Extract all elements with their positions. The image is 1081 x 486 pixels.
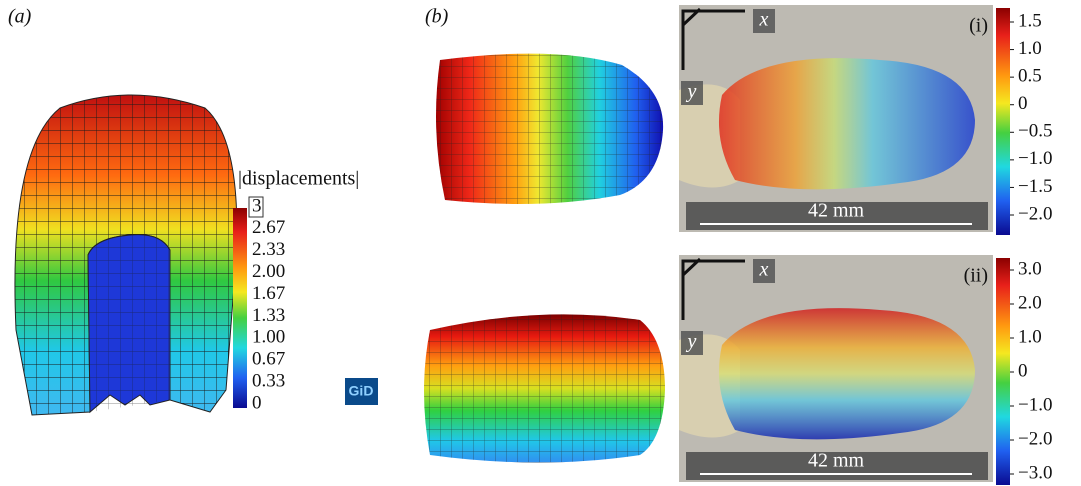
logo: GiD [349, 383, 374, 399]
axis-box [681, 331, 703, 355]
axis-box [753, 259, 775, 283]
shape-top [436, 53, 664, 204]
tick-label: 2.67 [252, 217, 285, 238]
logo-box [345, 378, 378, 405]
scale-bar-box [686, 202, 988, 230]
tick-label: −2.0 [1018, 428, 1052, 449]
legend-title: |displacements| [238, 168, 359, 190]
tick-label: 1.5 [1018, 10, 1042, 31]
axis-label: x [759, 9, 769, 31]
tick-label: 1.0 [1018, 326, 1042, 347]
shape-bottom [424, 314, 665, 463]
colorbar [233, 208, 247, 408]
photo-edge [681, 7, 745, 70]
panel-label: (a) [8, 6, 32, 28]
tick-label: −1.5 [1018, 176, 1052, 197]
tick-label: −2.0 [1018, 203, 1052, 224]
tick-label: 1.00 [252, 327, 285, 348]
tick-label: 3 [252, 195, 262, 216]
photo-id: (i) [969, 15, 988, 37]
specimen [718, 308, 975, 440]
photo-id: (ii) [964, 265, 988, 287]
tick-label: 3.0 [1018, 258, 1042, 279]
tick-label: 0.33 [252, 370, 285, 391]
tick-label: 0.5 [1018, 66, 1042, 87]
panel-label: (b) [425, 6, 449, 28]
tick-label: 1.33 [252, 305, 285, 326]
scale-bar-box [686, 452, 988, 480]
tick-label: −0.5 [1018, 121, 1052, 142]
colorbar [996, 8, 1010, 235]
tick-label: 1.67 [252, 283, 285, 304]
tick-box [248, 196, 264, 218]
tick-label: 0 [1018, 360, 1028, 381]
tick-label: 2.0 [1018, 292, 1042, 313]
tick-label: −3.0 [1018, 462, 1052, 483]
tick-label: −1.0 [1018, 148, 1052, 169]
specimen [718, 58, 975, 190]
tick-label: 0 [1018, 93, 1028, 114]
axis-label: y [686, 331, 697, 353]
axis-box [681, 81, 703, 105]
tick-label: 1.0 [1018, 38, 1042, 59]
colorbar [996, 258, 1010, 485]
axis-label: y [686, 81, 697, 103]
photo-edge [681, 257, 745, 320]
dome-mesh [14, 94, 238, 416]
scale-bar-label: 42 mm [808, 200, 865, 222]
tick-label: 2.00 [252, 261, 285, 282]
tick-label: 0 [252, 392, 262, 413]
axis-label: x [759, 259, 769, 281]
tick-label: 0.67 [252, 349, 285, 370]
tick-label: −1.0 [1018, 394, 1052, 415]
tick-label: 2.33 [252, 239, 285, 260]
scale-bar-label: 42 mm [808, 450, 865, 472]
axis-box [753, 9, 775, 33]
